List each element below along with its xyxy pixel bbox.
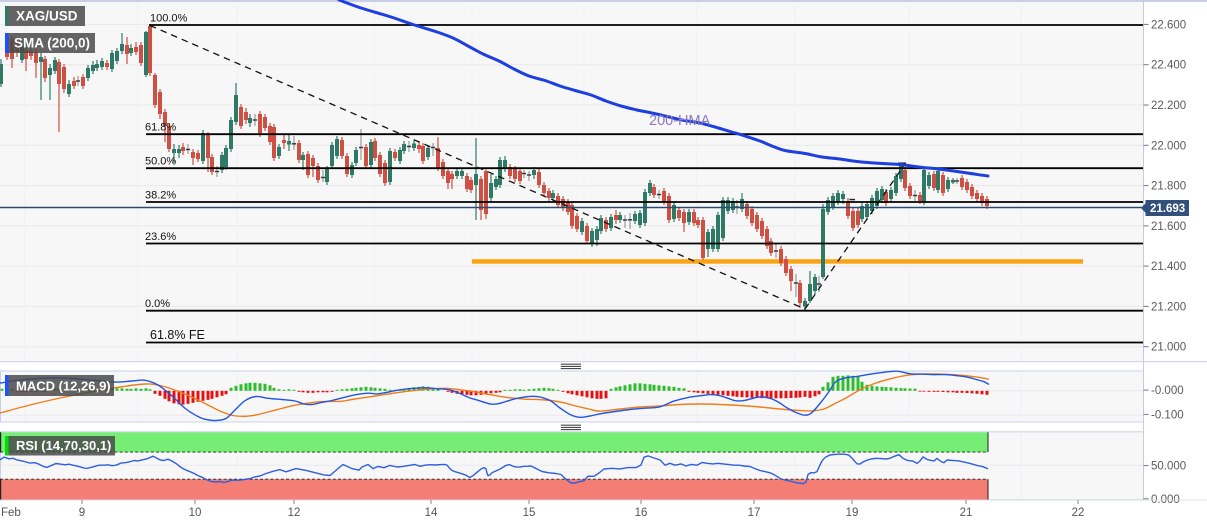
svg-text:XAG/USD: XAG/USD [16,9,78,24]
svg-text:21.400: 21.400 [1151,261,1186,273]
svg-text:21.800: 21.800 [1151,181,1186,193]
svg-text:14: 14 [425,507,438,519]
svg-text:200-HMA: 200-HMA [649,113,711,129]
svg-text:22.600: 22.600 [1151,19,1186,31]
svg-text:38.2%: 38.2% [145,189,176,201]
svg-text:SMA (200,0): SMA (200,0) [14,36,90,51]
svg-text:21.000: 21.000 [1151,342,1186,354]
svg-text:50.0%: 50.0% [145,156,176,168]
svg-text:Feb: Feb [1,507,21,519]
svg-text:MACD (12,26,9): MACD (12,26,9) [16,379,111,394]
svg-text:16: 16 [635,507,648,519]
svg-text:100.0%: 100.0% [150,13,188,25]
svg-text:21.693: 21.693 [1150,203,1185,215]
svg-text:19: 19 [846,507,859,519]
svg-text:23.6%: 23.6% [145,231,176,243]
svg-text:61.8%: 61.8% [145,122,176,134]
svg-text:10: 10 [189,507,202,519]
svg-text:22.200: 22.200 [1151,100,1186,112]
svg-text:22.400: 22.400 [1151,60,1186,72]
svg-text:50.000: 50.000 [1151,461,1186,473]
svg-text:0.0%: 0.0% [145,298,170,310]
svg-text:22.000: 22.000 [1151,140,1186,152]
svg-text:21.600: 21.600 [1151,221,1186,233]
svg-text:22: 22 [1072,507,1085,519]
svg-text:-0.000: -0.000 [1151,385,1184,397]
svg-text:61.8% FE: 61.8% FE [150,328,205,342]
svg-text:17: 17 [748,507,761,519]
svg-text:21: 21 [960,507,973,519]
svg-text:21.200: 21.200 [1151,301,1186,313]
svg-text:9: 9 [79,507,85,519]
svg-text:12: 12 [288,507,301,519]
svg-text:-0.100: -0.100 [1151,409,1184,421]
svg-text:15: 15 [523,507,536,519]
svg-text:RSI (14,70,30,1): RSI (14,70,30,1) [16,438,111,453]
